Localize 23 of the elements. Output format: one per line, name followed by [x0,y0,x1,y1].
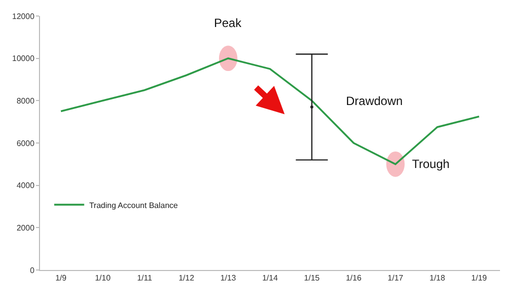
y-tick-label: 2000 [16,223,35,232]
annotation: Peak [214,16,242,30]
legend-label: Trading Account Balance [89,200,178,210]
x-tick-label: 1/11 [137,274,153,283]
x-tick-label: 1/16 [346,274,362,283]
x-tick-label: 1/9 [55,274,68,283]
x-tick-label: 1/15 [304,274,320,283]
point [310,106,314,109]
x-tick-label: 1/18 [429,274,446,283]
x-tick-label: 1/19 [471,274,488,283]
x-tick-label: 1/10 [94,274,112,283]
y-tick-label: 4000 [16,181,35,190]
y-tick-label: 8000 [16,96,35,106]
y-tick-label: 0 [30,266,35,275]
annotation: Drawdown [346,94,403,108]
y-tick-label: 6000 [16,138,35,148]
x-tick-label: 1/13 [220,274,237,283]
y-tick-label: 12000 [12,12,35,21]
x-tick-label: 1/12 [178,274,195,283]
annotation: Trough [412,157,450,171]
x-tick-label: 1/17 [388,274,404,283]
y-tick-label: 10000 [12,54,35,64]
x-tick-label: 1/14 [262,274,278,283]
